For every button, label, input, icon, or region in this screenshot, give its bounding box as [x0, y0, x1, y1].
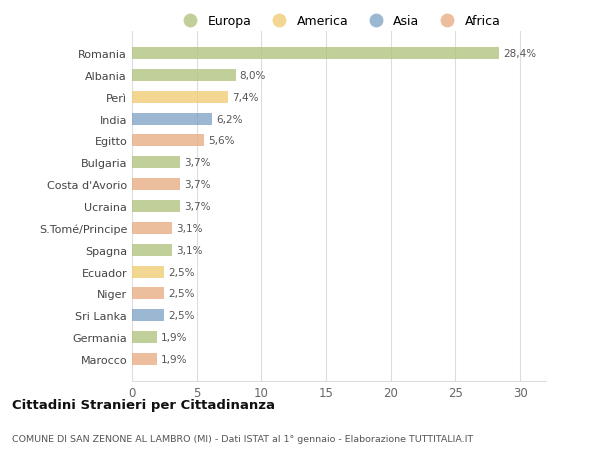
Text: 2,5%: 2,5%	[168, 311, 195, 320]
Text: COMUNE DI SAN ZENONE AL LAMBRO (MI) - Dati ISTAT al 1° gennaio - Elaborazione TU: COMUNE DI SAN ZENONE AL LAMBRO (MI) - Da…	[12, 434, 473, 442]
Bar	[132, 266, 164, 278]
Text: 2,5%: 2,5%	[168, 289, 195, 299]
Text: 28,4%: 28,4%	[503, 49, 536, 59]
Text: 5,6%: 5,6%	[208, 136, 235, 146]
Text: 6,2%: 6,2%	[216, 114, 242, 124]
Text: 3,1%: 3,1%	[176, 224, 202, 233]
Bar	[132, 113, 212, 125]
Text: 1,9%: 1,9%	[160, 354, 187, 364]
Text: 8,0%: 8,0%	[239, 71, 266, 81]
Text: 3,7%: 3,7%	[184, 180, 210, 190]
Bar	[132, 70, 235, 82]
Text: 3,1%: 3,1%	[176, 245, 202, 255]
Bar	[132, 92, 228, 104]
Legend: Europa, America, Asia, Africa: Europa, America, Asia, Africa	[173, 11, 505, 34]
Bar	[132, 244, 172, 256]
Text: 2,5%: 2,5%	[168, 267, 195, 277]
Bar	[132, 179, 180, 191]
Text: Cittadini Stranieri per Cittadinanza: Cittadini Stranieri per Cittadinanza	[12, 398, 275, 412]
Bar	[132, 135, 205, 147]
Bar	[132, 353, 157, 365]
Text: 1,9%: 1,9%	[160, 332, 187, 342]
Bar	[132, 288, 164, 300]
Bar	[132, 157, 180, 169]
Bar	[132, 201, 180, 213]
Text: 7,4%: 7,4%	[232, 93, 258, 102]
Bar	[132, 309, 164, 321]
Bar	[132, 222, 172, 235]
Bar	[132, 331, 157, 343]
Bar	[132, 48, 499, 60]
Text: 3,7%: 3,7%	[184, 202, 210, 212]
Text: 3,7%: 3,7%	[184, 158, 210, 168]
